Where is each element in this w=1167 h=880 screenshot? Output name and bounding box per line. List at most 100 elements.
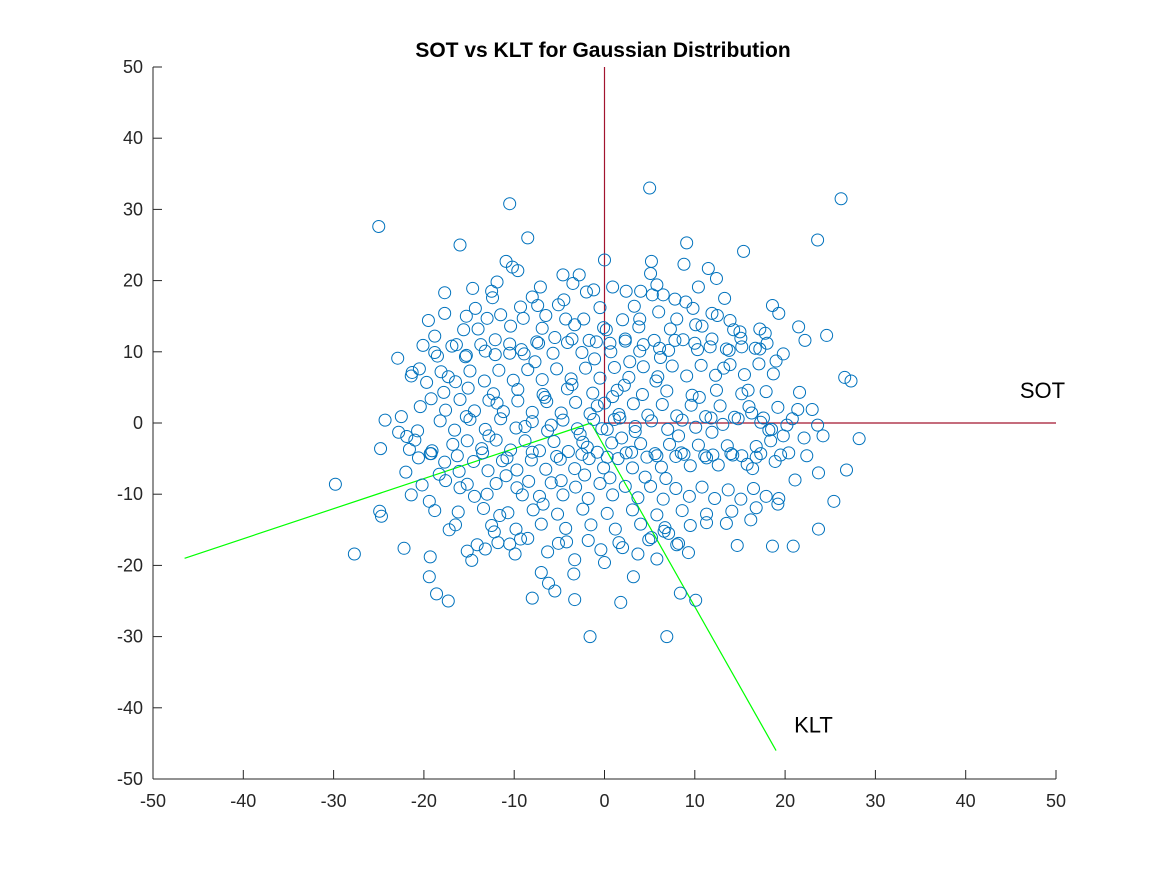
data-point	[660, 630, 674, 644]
data-point	[654, 460, 668, 474]
data-point	[476, 501, 490, 515]
data-point	[704, 411, 718, 425]
data-point	[759, 385, 773, 399]
data-point	[569, 395, 583, 409]
data-point	[759, 489, 773, 503]
data-point	[494, 412, 508, 426]
axes: -50 -40 -30 -20 -10 0 10 20 30 40 50 -50 -40 -30 -20 -1…	[117, 57, 1066, 811]
data-point	[705, 425, 719, 439]
data-point	[583, 630, 597, 644]
data-point	[572, 268, 586, 282]
y-tick-label: 30	[123, 199, 143, 219]
data-point	[692, 390, 706, 404]
data-point	[448, 423, 462, 437]
data-point	[500, 451, 514, 465]
data-point	[749, 501, 763, 515]
data-point	[827, 494, 841, 508]
data-point	[477, 374, 491, 388]
data-point	[713, 399, 727, 413]
data-point	[606, 390, 620, 404]
y-tick-label: 40	[123, 128, 143, 148]
data-point	[631, 491, 645, 505]
data-point	[491, 536, 505, 550]
data-point	[625, 445, 639, 459]
data-point	[652, 305, 666, 319]
data-point	[514, 300, 528, 314]
data-point	[542, 576, 556, 590]
data-point	[481, 464, 495, 478]
data-point	[509, 522, 523, 536]
data-point	[391, 351, 405, 365]
data-point	[460, 434, 474, 448]
data-point	[568, 553, 582, 567]
data-point	[840, 463, 854, 477]
data-point	[399, 465, 413, 479]
data-point	[559, 312, 573, 326]
data-point	[501, 506, 515, 520]
data-point	[411, 424, 425, 438]
data-point	[525, 290, 539, 304]
data-point	[670, 538, 684, 552]
data-point	[517, 347, 531, 361]
data-point	[557, 293, 571, 307]
data-point	[705, 306, 719, 320]
data-point	[452, 464, 466, 478]
data-point	[428, 346, 442, 360]
data-point	[754, 447, 768, 461]
data-point	[603, 336, 617, 350]
data-point	[449, 518, 463, 532]
data-point	[441, 594, 455, 608]
data-point	[742, 400, 756, 414]
data-point	[598, 556, 611, 570]
data-point	[700, 507, 714, 521]
data-point	[554, 474, 568, 488]
data-point	[684, 398, 698, 412]
data-point	[490, 396, 504, 410]
data-point	[460, 477, 474, 491]
data-point	[604, 345, 618, 359]
data-point	[576, 435, 590, 449]
data-point	[450, 449, 464, 463]
data-point	[716, 417, 730, 431]
data-point	[577, 312, 591, 326]
data-point	[535, 321, 549, 335]
data-point	[644, 479, 658, 493]
data-point	[744, 513, 758, 527]
data-point	[622, 370, 636, 384]
data-point	[453, 393, 467, 407]
data-point	[575, 346, 589, 360]
data-point	[480, 311, 494, 325]
data-point	[606, 488, 620, 502]
data-point	[457, 323, 471, 337]
data-point	[490, 275, 504, 289]
data-point	[503, 346, 517, 360]
data-point	[397, 541, 411, 555]
data-point	[655, 397, 669, 411]
data-point	[722, 343, 736, 357]
data-point	[612, 407, 626, 421]
data-point	[533, 280, 547, 294]
data-point	[441, 370, 455, 384]
data-point	[546, 346, 560, 360]
data-point	[392, 425, 406, 439]
data-point	[625, 461, 639, 475]
data-point	[728, 410, 742, 424]
data-point	[650, 278, 664, 292]
data-point	[568, 318, 582, 332]
data-point	[511, 394, 525, 408]
data-point	[774, 448, 788, 462]
data-point	[644, 266, 658, 280]
data-point	[503, 337, 517, 351]
reference-lines	[184, 67, 1056, 751]
data-point	[766, 367, 780, 381]
data-point	[811, 233, 825, 247]
data-point	[593, 371, 607, 385]
data-point	[735, 340, 749, 354]
data-point	[565, 378, 579, 392]
data-point	[595, 422, 609, 436]
data-point	[700, 516, 714, 530]
data-point	[675, 413, 689, 427]
data-point	[689, 593, 703, 607]
x-tick-label: -50	[140, 791, 166, 811]
